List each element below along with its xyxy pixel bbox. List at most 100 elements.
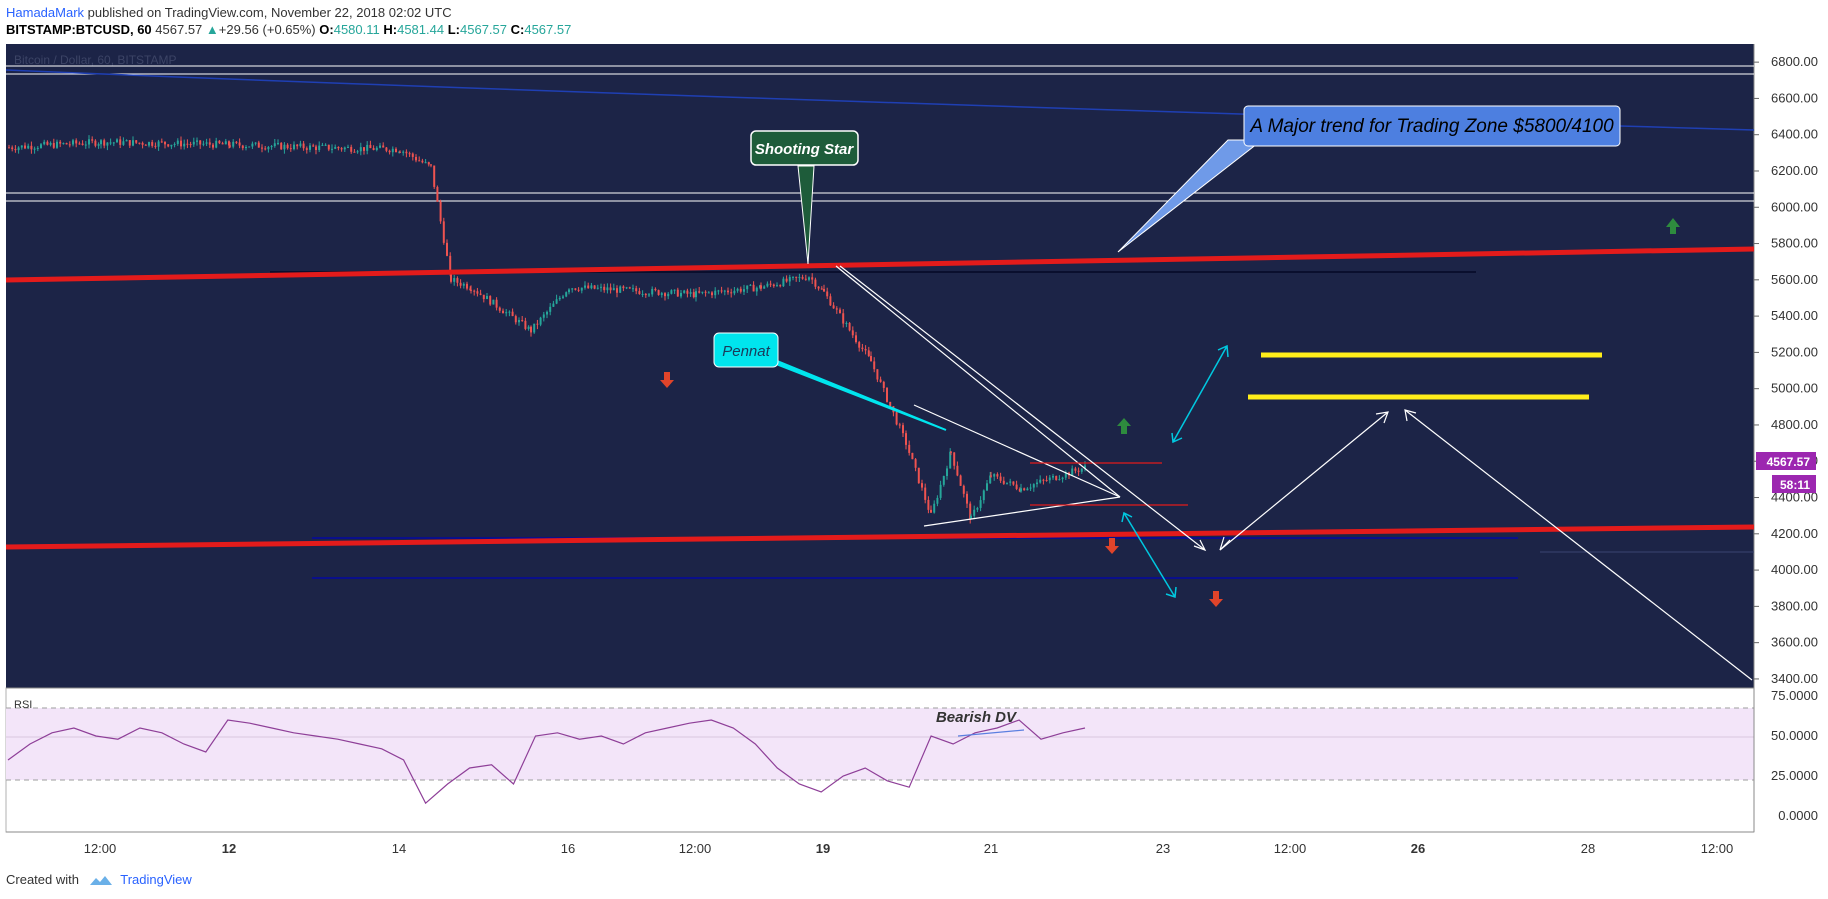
cyan-arrow-up-head	[1217, 344, 1229, 358]
pennant-callout[interactable]: Pennat	[713, 332, 947, 431]
pennant-lower-line[interactable]	[923, 496, 1121, 527]
candle-body	[898, 424, 901, 426]
candle-body	[430, 164, 432, 166]
candle-body	[164, 141, 166, 145]
candle-body	[245, 146, 247, 149]
candle-body	[798, 277, 801, 279]
candle-body	[982, 490, 985, 501]
candle-body	[424, 162, 427, 164]
candle-body	[24, 145, 26, 149]
candle-body	[917, 467, 920, 484]
candle-body	[1042, 479, 1045, 481]
price-tick-label: 4800.00	[1771, 417, 1818, 432]
cyan-arrows	[1121, 344, 1229, 599]
candle-body	[644, 293, 647, 296]
candle-body	[505, 312, 508, 314]
candle-body	[116, 139, 118, 143]
candle-body	[723, 290, 726, 292]
current-price-label: 4567.57	[1767, 455, 1811, 469]
candle-body	[436, 186, 439, 202]
author-link[interactable]: HamadaMark	[6, 5, 85, 20]
price-tick-label: 3600.00	[1771, 635, 1818, 650]
candle-body	[680, 292, 682, 297]
arrow-head-2	[1375, 411, 1389, 424]
candle-body	[654, 288, 657, 291]
arrow-head-4	[1404, 409, 1417, 422]
cyan-arrow-up-tail	[1171, 432, 1183, 444]
candle-body	[580, 287, 583, 291]
trend-callout[interactable]: A Major trend for Trading Zone $5800/410…	[1117, 105, 1621, 253]
candle-body	[820, 288, 823, 290]
open-label: O:	[319, 22, 334, 37]
candle-body	[902, 425, 904, 434]
candle-body	[739, 288, 742, 292]
pennant-upper-line[interactable]	[913, 404, 1121, 498]
candle-body	[651, 288, 654, 295]
candle-body	[692, 292, 695, 298]
candle-body	[97, 144, 100, 146]
candle-body	[811, 277, 814, 280]
cyan-arrow-down	[1123, 512, 1176, 598]
candle-body	[229, 145, 231, 147]
candle-body	[664, 293, 666, 297]
tradingview-logo-icon	[89, 875, 112, 885]
candle-body	[36, 147, 39, 149]
candle-body	[343, 147, 346, 150]
candle-body	[369, 144, 372, 149]
candle-body	[817, 286, 820, 289]
price-axis[interactable]: 6800.00 6600.00 6400.00 6200.00 6000.00 5800.…	[1754, 54, 1818, 686]
candle-body	[720, 290, 723, 292]
candle-body	[103, 140, 106, 146]
rsi-band	[6, 708, 1754, 780]
price-tick-label: 6600.00	[1771, 90, 1818, 105]
candle-body	[546, 311, 548, 315]
price-tick-label: 5400.00	[1771, 308, 1818, 323]
candle-body	[993, 474, 996, 477]
candle-body	[542, 314, 545, 318]
candle-body	[695, 291, 697, 298]
candle-body	[763, 286, 766, 289]
down-arrow-icon-2	[1105, 538, 1119, 554]
candle-body	[736, 288, 739, 291]
price-tick-label: 5600.00	[1771, 272, 1818, 287]
candle-body	[17, 147, 20, 151]
candle-body	[839, 309, 841, 314]
candle-body	[1026, 488, 1029, 491]
candle-body	[683, 290, 686, 293]
candle-body	[1074, 468, 1077, 471]
candle-body	[138, 142, 141, 144]
wedge-line[interactable]	[835, 265, 1121, 498]
arrow-long-down	[1404, 409, 1753, 681]
candle-body	[801, 277, 804, 279]
candle-body	[707, 292, 710, 294]
candle-body	[261, 147, 263, 149]
arrow-down-to-support	[839, 265, 1206, 551]
candle-body	[921, 483, 923, 488]
upper-red-trend-line[interactable]	[5, 246, 1755, 283]
candle-body	[990, 475, 992, 477]
candle-body	[886, 387, 888, 402]
candle-body	[861, 347, 864, 350]
candle-body	[446, 242, 448, 256]
time-tick-label: 28	[1581, 841, 1595, 856]
symbol-label[interactable]: BITSTAMP:BTCUSD, 60	[6, 22, 152, 37]
candle-body	[84, 144, 87, 146]
candle-body	[286, 144, 289, 149]
time-axis[interactable]: 12:00 12 14 16 12:00 19 21 23 12:00 26 28 12:00	[84, 841, 1734, 856]
candle-body	[779, 285, 782, 287]
candle-body	[882, 381, 885, 388]
candle-body	[415, 156, 417, 161]
candle-body	[635, 288, 638, 292]
candle-body	[829, 296, 832, 306]
tradingview-brand-link[interactable]: TradingView	[120, 872, 192, 887]
candle-body	[8, 147, 10, 149]
candle-body	[638, 291, 641, 295]
lower-red-trend-line[interactable]	[5, 524, 1755, 550]
rsi-axis: 75.0000 50.0000 25.0000 0.0000	[1771, 688, 1818, 823]
shooting-star-callout[interactable]: Shooting Star	[750, 130, 859, 265]
candle-body	[33, 148, 36, 150]
candle-body	[749, 284, 752, 286]
up-arrow-icon-1	[1117, 418, 1131, 434]
candle-body	[375, 147, 378, 151]
